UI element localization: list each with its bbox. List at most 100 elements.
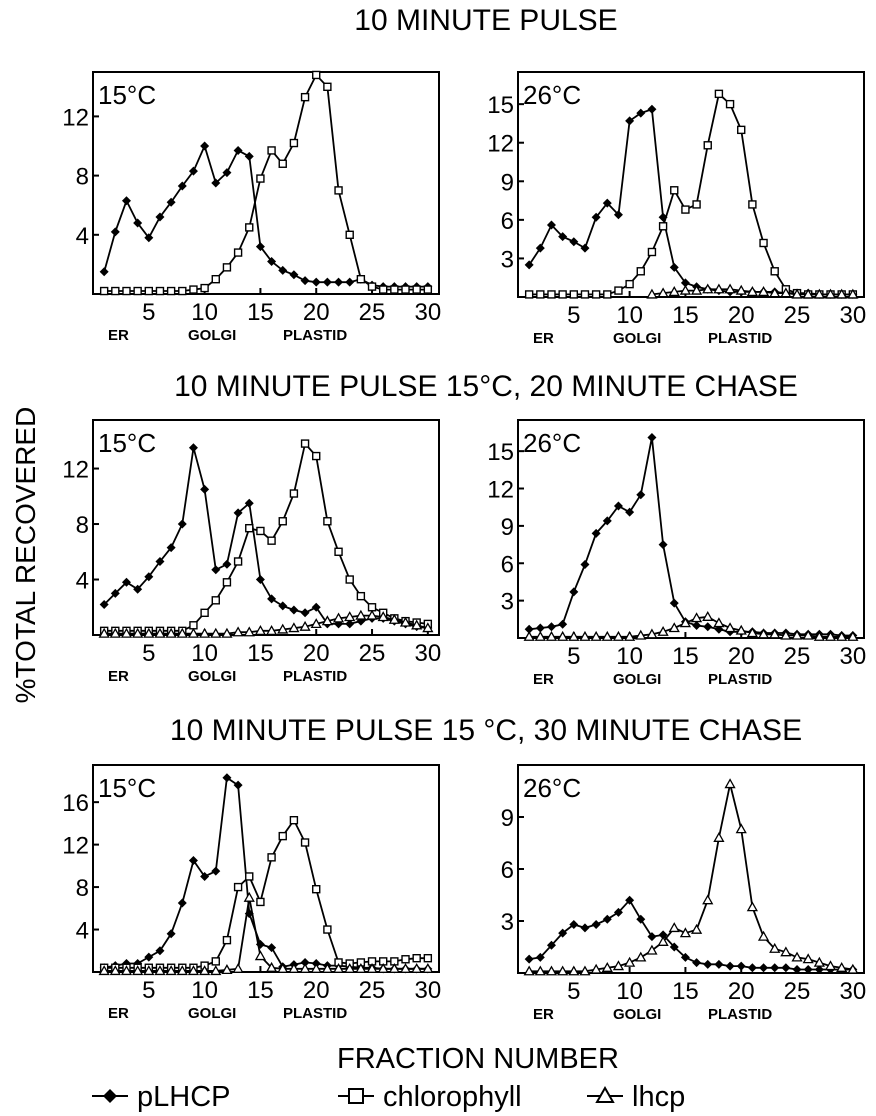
data-point-lhcp (243, 891, 255, 902)
data-point-lhcp (802, 288, 814, 299)
data-point-lhcp (735, 284, 747, 295)
y-tick-label: 4 (76, 918, 89, 945)
x-tick-label: 30 (414, 299, 441, 326)
data-point-chlorophyll (737, 125, 746, 135)
data-point-plhcp (569, 237, 579, 247)
data-point-lhcp (154, 627, 166, 638)
x-tick-label: 20 (728, 302, 755, 329)
data-point-plhcp (669, 598, 679, 608)
data-point-chlorophyll (591, 290, 601, 299)
region-label-plastid: PLASTID (708, 671, 772, 688)
data-point-chlorophyll (334, 186, 343, 195)
data-point-lhcp (746, 286, 758, 297)
data-point-plhcp (669, 262, 679, 272)
data-point-lhcp (377, 962, 389, 973)
data-point-lhcp (679, 284, 692, 295)
data-point-plhcp (300, 957, 310, 967)
data-point-chlorophyll (378, 285, 388, 294)
data-point-chlorophyll (725, 99, 735, 109)
data-point-plhcp (613, 210, 623, 220)
x-tick-label: 20 (303, 977, 330, 1004)
data-point-plhcp (278, 601, 288, 611)
series-lhcp (646, 283, 859, 299)
data-point-chlorophyll (423, 285, 433, 294)
data-point-plhcp (188, 166, 198, 176)
data-point-plhcp (703, 959, 713, 969)
data-point-lhcp (411, 962, 423, 973)
data-point-chlorophyll (312, 885, 321, 894)
data-point-lhcp (780, 629, 792, 640)
data-point-chlorophyll (647, 247, 657, 257)
data-point-lhcp (791, 288, 803, 299)
data-point-chlorophyll (189, 285, 198, 294)
data-point-plhcp (267, 256, 277, 266)
data-point-plhcp (211, 565, 221, 575)
region-label-golgi: GOLGI (188, 327, 236, 344)
data-point-lhcp (724, 622, 736, 633)
series-chlorophyll (99, 816, 433, 972)
data-point-chlorophyll (614, 286, 623, 295)
data-point-plhcp (244, 498, 254, 508)
data-point-lhcp (187, 965, 200, 976)
x-tick-label: 25 (784, 643, 811, 670)
legend-item-chlorophyll: chlorophyll (338, 1081, 522, 1113)
data-point-plhcp (177, 898, 187, 908)
data-point-plhcp (669, 942, 679, 952)
y-axis-label: %TOTAL RECOVERED (10, 407, 41, 704)
data-point-lhcp (590, 963, 602, 974)
data-point-chlorophyll (144, 286, 154, 296)
series-lhcp (523, 610, 859, 641)
data-point-lhcp (769, 942, 781, 953)
data-point-plhcp (647, 432, 657, 442)
region-label-er: ER (533, 1006, 554, 1023)
series-plhcp (524, 432, 858, 641)
data-point-plhcp (580, 243, 590, 253)
data-point-plhcp (792, 965, 802, 975)
data-point-plhcp (99, 599, 109, 609)
data-point-lhcp (557, 965, 569, 976)
legend: pLHCP chlorophyll lhcp (92, 1081, 685, 1113)
data-point-lhcp (132, 627, 144, 638)
data-point-lhcp (635, 951, 647, 962)
data-point-plhcp (814, 965, 824, 975)
data-point-lhcp (612, 960, 625, 971)
data-point-chlorophyll (658, 222, 668, 231)
data-point-plhcp (289, 605, 299, 615)
data-point-lhcp (277, 962, 289, 973)
data-point-plhcp (267, 943, 277, 953)
plot-frame (92, 419, 440, 636)
x-tick-label: 25 (784, 978, 811, 1005)
x-tick-label: 15 (247, 977, 274, 1004)
data-point-plhcp (759, 963, 769, 973)
data-point-lhcp (657, 287, 669, 298)
data-point-plhcp (625, 507, 635, 517)
chart-panel-4: 26°C 3 6 9 12 15 5 10 15 20 25 30 ER GOLGI PLASTID (487, 419, 866, 688)
x-tick-label: 30 (839, 302, 866, 329)
panel-temp-label: 15°C (98, 773, 156, 803)
data-point-lhcp (176, 627, 188, 638)
data-point-chlorophyll (401, 955, 410, 964)
y-tick-label: 15 (487, 439, 514, 466)
data-point-chlorophyll (312, 70, 321, 80)
data-point-plhcp (680, 278, 690, 288)
data-point-lhcp (579, 630, 591, 641)
plot-frame (92, 71, 440, 295)
data-point-plhcp (647, 104, 657, 114)
data-point-lhcp (355, 962, 367, 973)
data-point-chlorophyll (256, 897, 265, 907)
panel-temp-label: 15°C (98, 428, 156, 458)
data-point-chlorophyll (323, 517, 332, 526)
data-point-lhcp (557, 630, 569, 641)
data-point-lhcp (713, 831, 725, 842)
data-point-chlorophyll (759, 238, 768, 248)
panel-temp-label: 26°C (523, 428, 581, 458)
data-point-chlorophyll (547, 290, 556, 299)
data-point-lhcp (646, 288, 658, 299)
data-point-lhcp (344, 962, 356, 973)
y-tick-label: 4 (76, 568, 89, 595)
data-point-plhcp (602, 516, 612, 526)
data-point-plhcp (222, 559, 232, 569)
data-point-plhcp (166, 929, 176, 939)
data-point-plhcp (736, 961, 746, 971)
